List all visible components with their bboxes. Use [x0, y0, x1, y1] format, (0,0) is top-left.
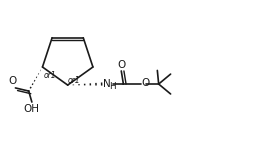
- Text: O: O: [118, 60, 126, 70]
- Text: O: O: [8, 76, 16, 86]
- Text: O: O: [142, 78, 150, 88]
- Text: or1: or1: [43, 71, 56, 80]
- Text: OH: OH: [24, 104, 40, 114]
- Text: or1: or1: [68, 76, 80, 85]
- Text: N: N: [103, 78, 111, 89]
- Text: H: H: [110, 82, 116, 91]
